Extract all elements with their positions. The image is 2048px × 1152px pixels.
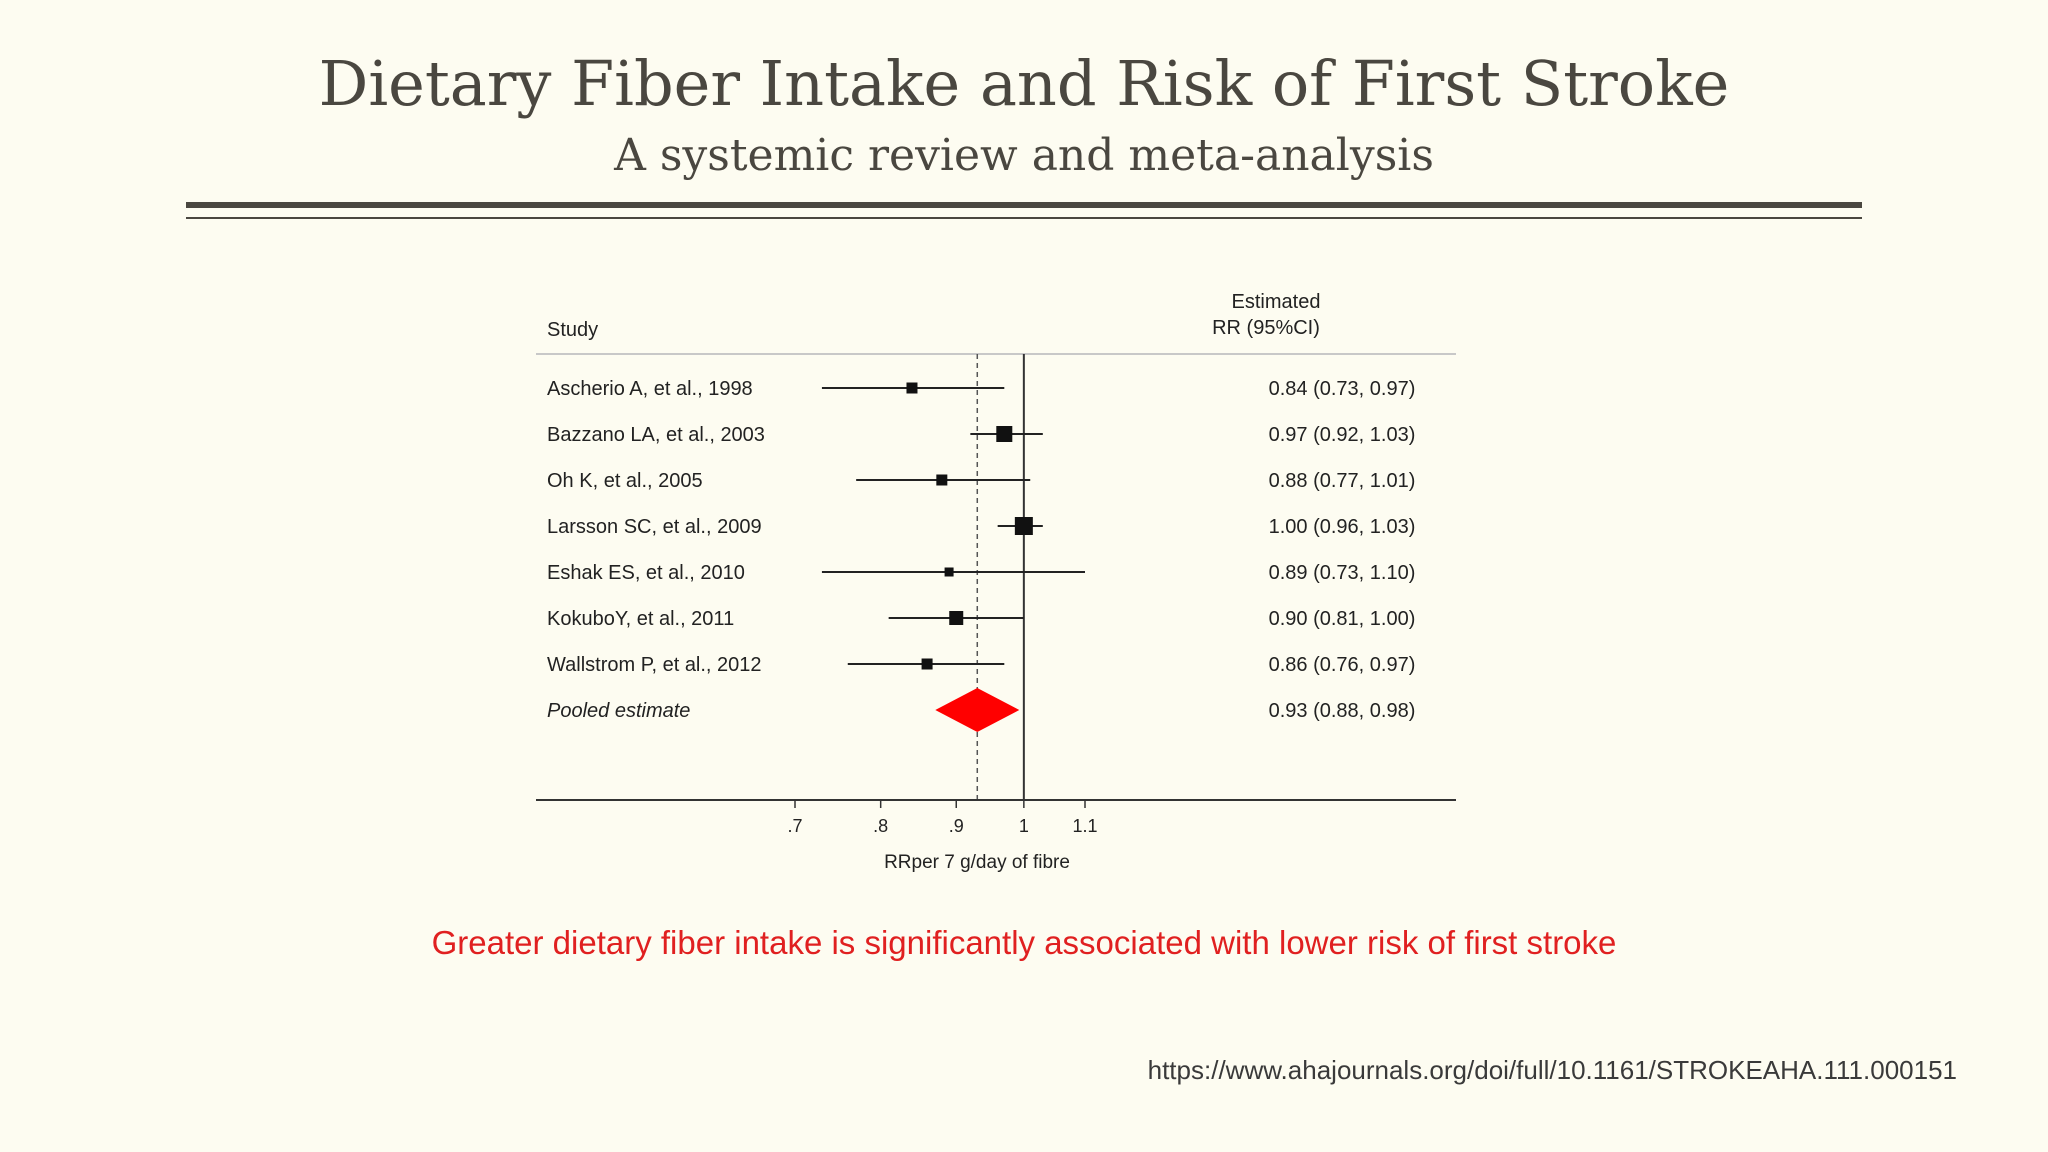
- x-tick-label: 1.1: [1072, 816, 1097, 836]
- estimate-column-header-line2: RR (95%CI): [1212, 317, 1320, 339]
- study-row: Wallstrom P, et al., 2012 0.86 (0.76, 0.9…: [547, 654, 1415, 676]
- pooled-diamond: [935, 688, 1020, 732]
- ci-value-label: 0.89 (0.73, 1.10): [1269, 562, 1416, 584]
- study-label: Ascherio A, et al., 1998: [547, 378, 753, 400]
- study-row: Ascherio A, et al., 1998 0.84 (0.73, 0.97…: [547, 378, 1415, 400]
- source-link[interactable]: https://www.ahajournals.org/doi/full/10.…: [1147, 1055, 1957, 1085]
- x-tick-label: .8: [873, 816, 888, 836]
- study-label: KokuboY, et al., 2011: [547, 608, 734, 630]
- study-column-header: Study: [547, 319, 598, 341]
- ci-value-label: 1.00 (0.96, 1.03): [1269, 516, 1416, 538]
- study-row: Eshak ES, et al., 2010 0.89 (0.73, 1.10): [547, 562, 1415, 584]
- ci-value-label: 0.97 (0.92, 1.03): [1269, 424, 1416, 446]
- ci-value-label: 0.90 (0.81, 1.00): [1269, 608, 1416, 630]
- point-estimate-marker: [944, 567, 954, 577]
- study-row: Larsson SC, et al., 2009 1.00 (0.96, 1.03…: [547, 516, 1415, 538]
- point-estimate-marker: [1014, 517, 1033, 535]
- study-row: Oh K, et al., 2005 0.88 (0.77, 1.01): [547, 470, 1415, 492]
- point-estimate-marker: [921, 658, 933, 670]
- x-tick-label: .7: [787, 816, 802, 836]
- pooled-label: Pooled estimate: [547, 700, 690, 722]
- ci-value-label: 0.88 (0.77, 1.01): [1269, 470, 1416, 492]
- forest-plot: Study Estimated RR (95%CI) Ascherio A, e…: [536, 291, 1456, 873]
- x-tick-label: 1: [1019, 816, 1029, 836]
- x-tick-label: .9: [949, 816, 964, 836]
- point-estimate-marker: [936, 474, 948, 486]
- study-label: Oh K, et al., 2005: [547, 470, 703, 492]
- study-label: Bazzano LA, et al., 2003: [547, 424, 765, 446]
- x-axis-label: RRper 7 g/day of fibre: [884, 852, 1070, 873]
- ci-value-label: 0.84 (0.73, 0.97): [1269, 378, 1416, 400]
- title-rule-thin: [186, 217, 1862, 219]
- study-row: Bazzano LA, et al., 2003 0.97 (0.92, 1.03…: [547, 424, 1415, 446]
- slide-title: Dietary Fiber Intake and Risk of First S…: [318, 47, 1730, 120]
- point-estimate-marker: [996, 426, 1013, 442]
- study-row: KokuboY, et al., 2011 0.90 (0.81, 1.00): [547, 608, 1415, 630]
- takeaway-text: Greater dietary fiber intake is signific…: [431, 924, 1617, 961]
- pooled-ci-value-label: 0.93 (0.88, 0.98): [1269, 700, 1416, 722]
- point-estimate-marker: [949, 611, 964, 625]
- point-estimate-marker: [906, 382, 918, 394]
- title-rule-thick: [186, 202, 1862, 208]
- study-label: Eshak ES, et al., 2010: [547, 562, 745, 584]
- study-label: Larsson SC, et al., 2009: [547, 516, 762, 538]
- study-label: Wallstrom P, et al., 2012: [547, 654, 762, 676]
- ci-value-label: 0.86 (0.76, 0.97): [1269, 654, 1416, 676]
- slide-subtitle: A systemic review and meta-analysis: [614, 130, 1434, 181]
- estimate-column-header-line1: Estimated: [1232, 291, 1321, 313]
- pooled-row: Pooled estimate 0.93 (0.88, 0.98): [547, 688, 1415, 732]
